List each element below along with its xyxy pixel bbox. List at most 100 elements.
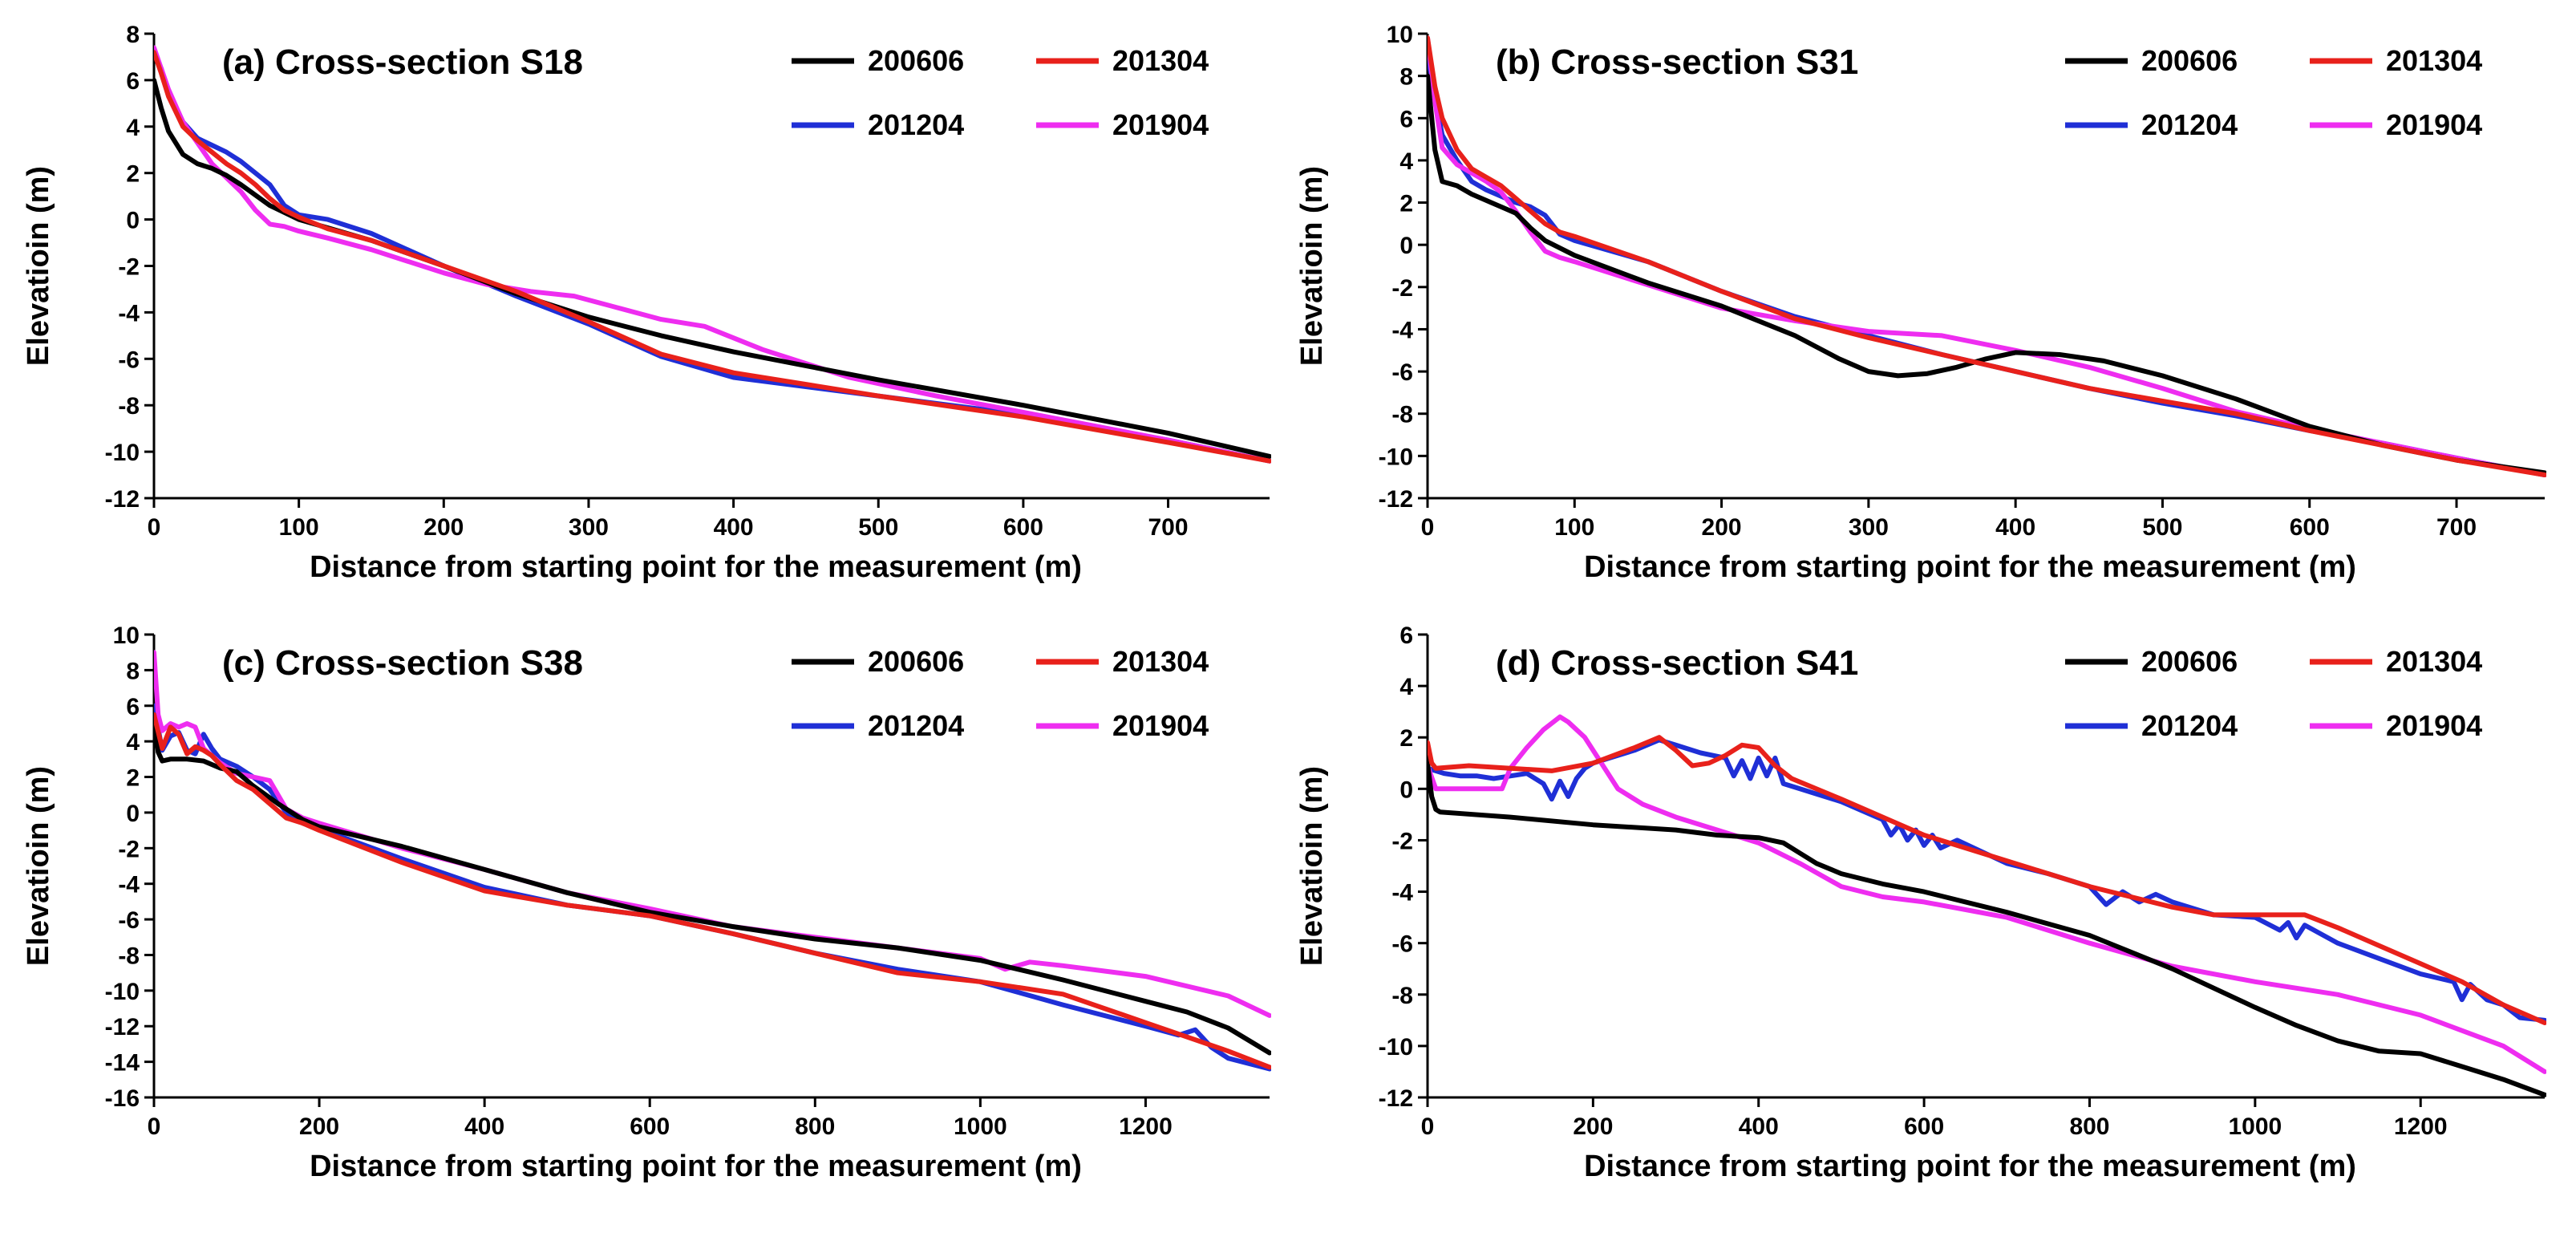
panel-1: -12 -10 -8 -6 -4 -2 0 2 4 6 8 0 100 200 300 400 500 600 70… (22, 22, 1271, 584)
series-line-201304 (1428, 735, 2546, 1025)
series-line-201204 (154, 50, 1271, 464)
y-tick-label: -2 (1391, 275, 1413, 302)
x-tick-label: 200 (423, 514, 464, 541)
y-tick-label: 10 (1387, 22, 1413, 48)
x-tick-label: 700 (1148, 514, 1189, 541)
y-tick-label: -2 (118, 254, 140, 281)
y-tick-label: -4 (118, 872, 140, 898)
x-tick-label: 100 (279, 514, 319, 541)
series-line-201904 (154, 45, 1271, 464)
panel-4: -12 -10 -8 -6 -4 -2 0 2 4 6 0 200 400 600 800 1000 1200 D… (1295, 623, 2546, 1183)
legend-label-201204: 201204 (868, 709, 964, 742)
y-axis-title: Elevatioin (m) (22, 166, 55, 366)
y-tick-label: -6 (1391, 931, 1413, 958)
y-tick-label: 6 (126, 68, 140, 95)
x-tick-label: 0 (1421, 514, 1435, 541)
y-tick-label: 8 (1399, 64, 1413, 91)
series-line-200606 (154, 77, 1271, 459)
legend-label-201204: 201204 (2141, 108, 2238, 141)
x-tick-label: 1000 (2228, 1113, 2282, 1140)
series-line-200606 (1428, 73, 2546, 476)
y-tick-label: 4 (1399, 148, 1413, 175)
y-tick-label: 4 (126, 729, 140, 756)
x-tick-label: 200 (299, 1113, 339, 1140)
panel-title: (a) Cross-section S18 (222, 43, 583, 82)
x-tick-label: 400 (714, 514, 754, 541)
x-axis-title: Distance from starting point for the mea… (1584, 550, 2356, 584)
series-line-200606 (1428, 760, 2546, 1097)
legend-label-200606: 200606 (868, 645, 964, 678)
legend-label-201304: 201304 (1112, 44, 1209, 77)
y-tick-label: -10 (1379, 444, 1413, 470)
x-tick-label: 300 (569, 514, 609, 541)
panel-3: -16 -14 -12 -10 -8 -6 -4 -2 0 2 4 6 8 10 0 200 400 600 800… (22, 623, 1271, 1183)
series-line-200606 (154, 712, 1271, 1056)
x-tick-label: 600 (1003, 514, 1043, 541)
series-line-201904 (1428, 714, 2546, 1074)
y-tick-label: -12 (1379, 486, 1413, 513)
x-tick-label: 600 (2290, 514, 2330, 541)
series-line-201304 (154, 50, 1271, 464)
y-tick-label: 10 (113, 623, 140, 649)
x-tick-label: 200 (1702, 514, 1742, 541)
series-line-201904 (1428, 35, 2546, 477)
y-tick-label: -6 (1391, 359, 1413, 386)
x-tick-label: 400 (464, 1113, 504, 1140)
y-tick-label: 2 (1399, 191, 1413, 217)
panel-title: (b) Cross-section S31 (1496, 43, 1858, 82)
legend-label-200606: 200606 (2141, 645, 2238, 678)
y-tick-label: 8 (126, 22, 140, 48)
panel-title: (d) Cross-section S41 (1496, 643, 1858, 683)
y-tick-label: -6 (118, 347, 140, 373)
y-tick-label: -4 (1391, 317, 1413, 343)
series-line-201904 (154, 650, 1271, 1018)
legend-label-201904: 201904 (1112, 709, 1209, 742)
x-axis-title: Distance from starting point for the mea… (310, 1150, 1082, 1183)
legend-label-201904: 201904 (1112, 108, 1209, 141)
y-tick-label: -8 (118, 943, 140, 969)
x-tick-label: 500 (858, 514, 898, 541)
y-tick-label: 0 (126, 208, 140, 234)
x-tick-label: 0 (148, 1113, 161, 1140)
y-axis-title: Elevatioin (m) (1295, 166, 1329, 366)
series-line-201204 (1428, 737, 2546, 1023)
legend-label-201304: 201304 (2386, 44, 2482, 77)
x-tick-label: 1200 (1119, 1113, 1173, 1140)
y-tick-label: -8 (118, 393, 140, 420)
series-line-201204 (154, 703, 1271, 1072)
x-tick-label: 700 (2436, 514, 2477, 541)
panel-title: (c) Cross-section S38 (222, 643, 583, 683)
y-tick-label: 2 (1399, 725, 1413, 752)
legend-label-201304: 201304 (2386, 645, 2482, 678)
y-tick-label: -10 (105, 979, 140, 1005)
y-tick-label: 2 (126, 765, 140, 792)
y-tick-label: -2 (1391, 828, 1413, 854)
y-tick-label: -4 (118, 300, 140, 326)
y-tick-label: -12 (1379, 1085, 1413, 1112)
y-tick-label: -16 (105, 1085, 140, 1112)
series-line-201304 (154, 712, 1271, 1070)
x-axis-title: Distance from starting point for the mea… (1584, 1150, 2356, 1183)
x-tick-label: 400 (1995, 514, 2035, 541)
x-tick-label: 400 (1739, 1113, 1779, 1140)
x-tick-label: 0 (1421, 1113, 1435, 1140)
y-tick-label: 2 (126, 161, 140, 188)
x-tick-label: 600 (630, 1113, 670, 1140)
legend-label-200606: 200606 (2141, 44, 2238, 77)
y-tick-label: -14 (105, 1050, 140, 1077)
y-tick-label: 6 (126, 694, 140, 720)
x-tick-label: 1000 (954, 1113, 1007, 1140)
legend-label-201204: 201204 (868, 108, 964, 141)
y-tick-label: 6 (1399, 623, 1413, 649)
x-tick-label: 100 (1554, 514, 1594, 541)
y-axis-title: Elevatioin (m) (22, 766, 55, 966)
x-tick-label: 300 (1849, 514, 1889, 541)
x-tick-label: 600 (1904, 1113, 1944, 1140)
x-tick-label: 800 (2069, 1113, 2109, 1140)
legend-label-200606: 200606 (868, 44, 964, 77)
x-tick-label: 800 (795, 1113, 835, 1140)
y-axis-title: Elevatioin (m) (1295, 766, 1329, 966)
y-tick-label: -10 (105, 440, 140, 466)
